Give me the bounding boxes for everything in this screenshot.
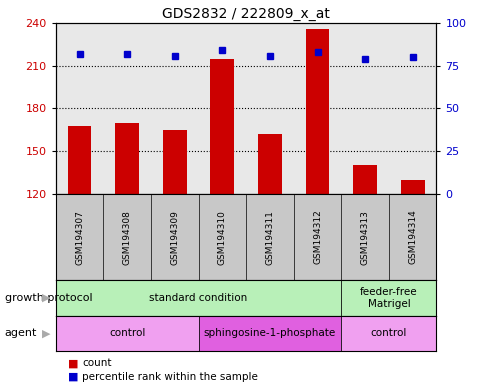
Bar	[56, 316, 198, 351]
Text: percentile rank within the sample: percentile rank within the sample	[82, 372, 258, 382]
Text: agent: agent	[5, 328, 37, 338]
Text: GSM194314: GSM194314	[408, 210, 416, 265]
Bar	[305, 29, 329, 194]
Bar	[400, 180, 424, 194]
Text: ▶: ▶	[42, 293, 50, 303]
Bar	[68, 126, 91, 194]
Bar	[198, 316, 341, 351]
Text: GSM194307: GSM194307	[75, 210, 84, 265]
Text: feeder-free
Matrigel: feeder-free Matrigel	[359, 287, 417, 309]
Text: GSM194309: GSM194309	[170, 210, 179, 265]
Text: control: control	[370, 328, 406, 338]
Text: sphingosine-1-phosphate: sphingosine-1-phosphate	[203, 328, 335, 338]
Text: GSM194310: GSM194310	[217, 210, 227, 265]
Text: GSM194308: GSM194308	[122, 210, 131, 265]
Text: growth protocol: growth protocol	[5, 293, 92, 303]
Bar	[163, 130, 186, 194]
Text: ▶: ▶	[42, 328, 50, 338]
Text: ■: ■	[68, 372, 78, 382]
Title: GDS2832 / 222809_x_at: GDS2832 / 222809_x_at	[162, 7, 330, 21]
Bar	[257, 134, 281, 194]
Bar	[341, 280, 436, 316]
Text: GSM194311: GSM194311	[265, 210, 274, 265]
Text: GSM194312: GSM194312	[312, 210, 321, 265]
Bar	[352, 166, 376, 194]
Bar	[341, 316, 436, 351]
Text: standard condition: standard condition	[149, 293, 247, 303]
Bar	[210, 59, 234, 194]
Text: ■: ■	[68, 358, 78, 368]
Bar	[115, 123, 139, 194]
Text: count: count	[82, 358, 112, 368]
Bar	[56, 280, 341, 316]
Text: control: control	[109, 328, 145, 338]
Text: GSM194313: GSM194313	[360, 210, 369, 265]
